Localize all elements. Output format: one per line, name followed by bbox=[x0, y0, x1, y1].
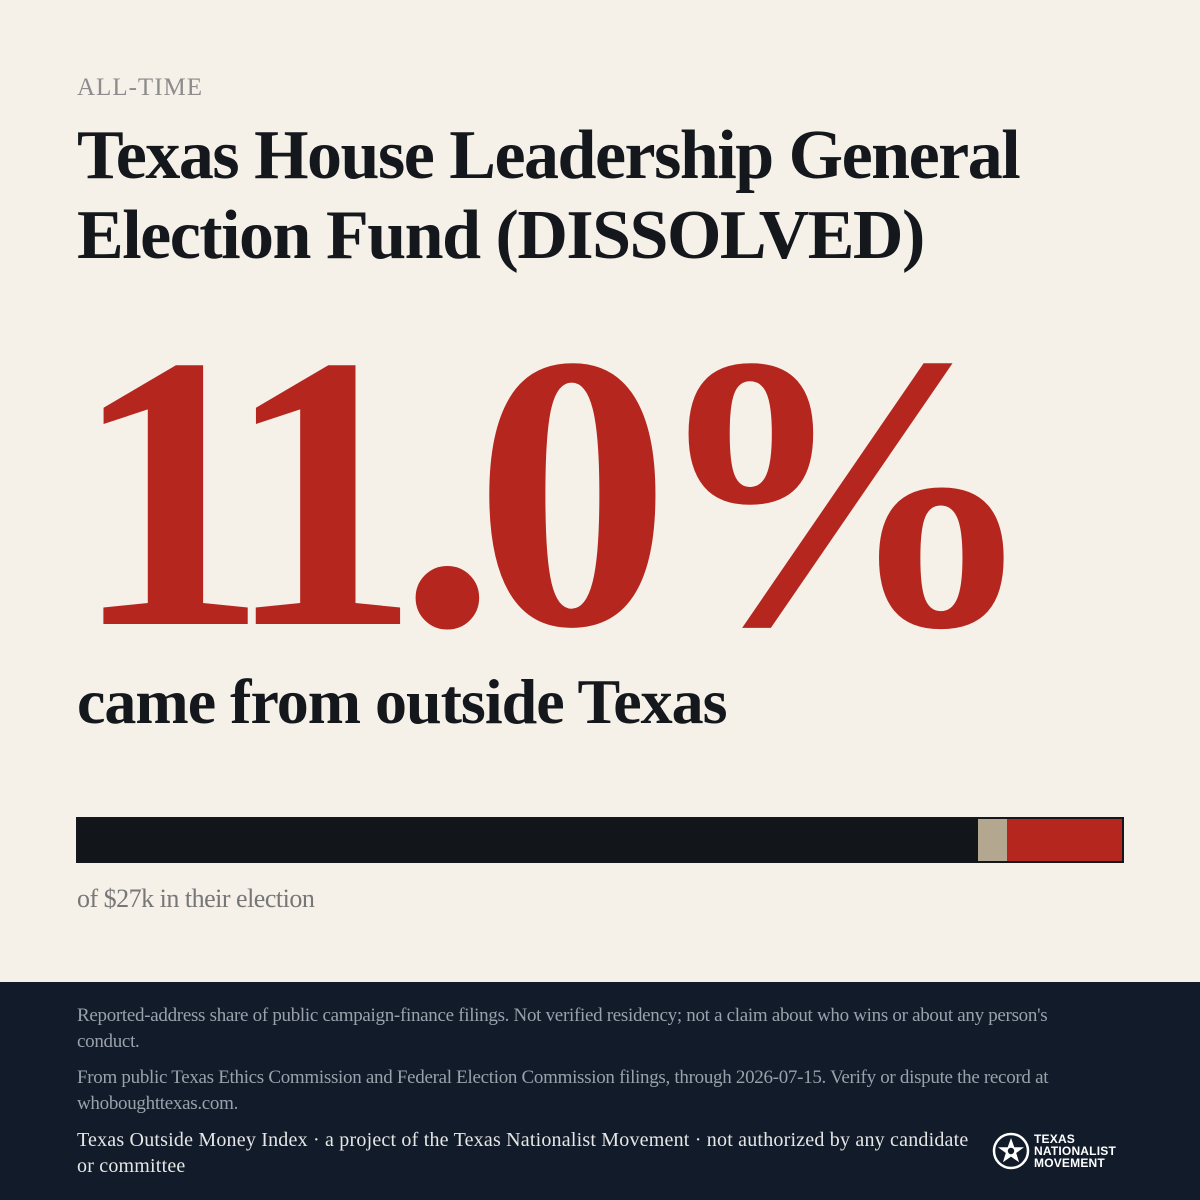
headline-subtitle: came from outside Texas bbox=[77, 666, 728, 737]
footer-credit: Texas Outside Money Index · a project of… bbox=[77, 1129, 969, 1177]
star-seal-icon bbox=[992, 1132, 1030, 1170]
bar-segment-unknown bbox=[977, 819, 1008, 861]
tnm-logo: TEXAS NATIONALIST MOVEMENT bbox=[992, 1132, 1116, 1170]
eyebrow-label: ALL-TIME bbox=[77, 74, 204, 101]
bar-segment-texas bbox=[78, 819, 978, 861]
logo-wordmark: TEXAS NATIONALIST MOVEMENT bbox=[1034, 1133, 1116, 1169]
footer-disclaimer: Reported-address share of public campaig… bbox=[77, 1005, 1048, 1052]
footer-source: From public Texas Ethics Commission and … bbox=[77, 1067, 1049, 1114]
page-title: Texas House Leadership General Election … bbox=[77, 117, 1021, 274]
bar-caption: of $27k in their election bbox=[77, 884, 315, 913]
share-bar bbox=[76, 817, 1124, 863]
logo-line-1: TEXAS bbox=[1034, 1132, 1076, 1146]
footer: Reported-address share of public campaig… bbox=[0, 982, 1200, 1200]
logo-line-3: MOVEMENT bbox=[1034, 1156, 1105, 1170]
logo-line-2: NATIONALIST bbox=[1034, 1144, 1116, 1158]
main-panel: ALL-TIME Texas House Leadership General … bbox=[72, 74, 1124, 913]
headline-percentage: 11.0% bbox=[72, 275, 1040, 709]
bar-segment-outside bbox=[1007, 819, 1122, 861]
